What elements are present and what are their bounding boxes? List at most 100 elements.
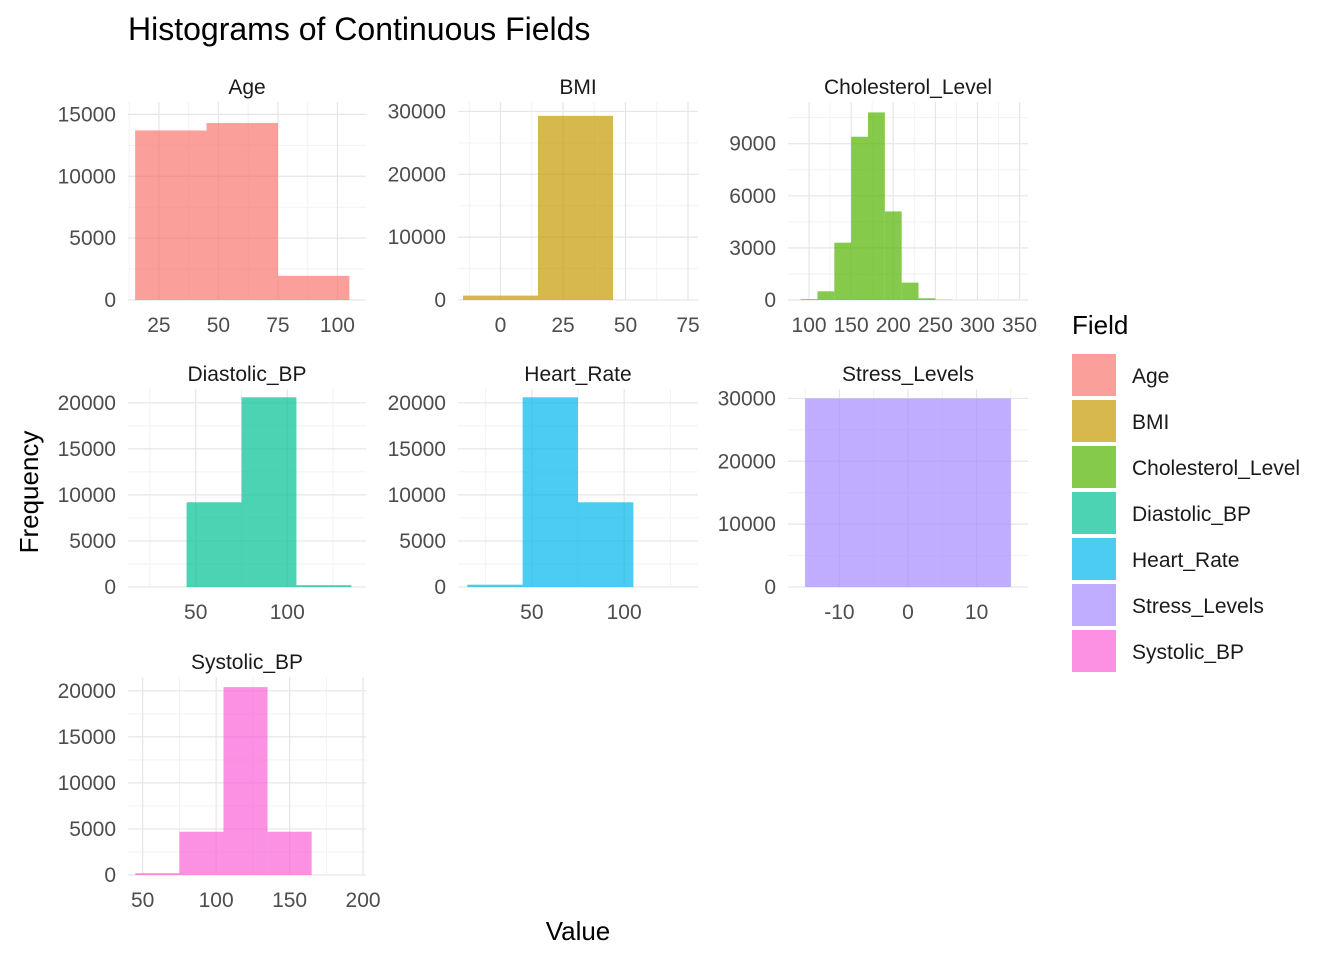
y-tick-label: 15000 <box>58 726 116 749</box>
panel-heart-rate: Heart_Rate 50 100 0 5000 10000 15000 20000 <box>388 363 698 624</box>
histogram-bar <box>186 502 242 587</box>
x-tick-label: 75 <box>266 314 289 337</box>
y-tick-label: 9000 <box>729 133 776 156</box>
x-tick-label: 75 <box>676 314 699 337</box>
y-tick-label: 20000 <box>58 392 116 415</box>
x-tick-label: 50 <box>131 889 154 912</box>
x-tick-label: -10 <box>824 601 854 624</box>
panel-age: Age 25 50 75 100 0 5000 10000 15000 <box>58 76 366 337</box>
histogram-bar <box>868 112 885 300</box>
legend-item: BMI <box>1072 400 1169 442</box>
panel-stress-levels: Stress_Levels -10 0 10 0 10000 20000 30000 <box>718 363 1028 624</box>
strip-label: Systolic_BP <box>191 651 303 674</box>
histogram-bar <box>463 295 538 300</box>
x-tick-label: 0 <box>902 601 914 624</box>
x-tick-label: 25 <box>551 314 574 337</box>
strip-label: Diastolic_BP <box>187 363 306 386</box>
panel-bmi: BMI 0 25 50 75 0 10000 20000 30000 <box>388 76 700 337</box>
chart-title: Histograms of Continuous Fields <box>128 11 590 47</box>
x-tick-label: 50 <box>184 601 207 624</box>
legend: Field Age BMI Cholesterol_Level Diastolic_B… <box>1072 310 1300 672</box>
y-tick-label: 20000 <box>388 163 446 186</box>
y-tick-label: 30000 <box>388 100 446 123</box>
histogram-bar <box>467 584 523 587</box>
y-tick-label: 20000 <box>58 680 116 703</box>
histogram-bar <box>817 291 835 300</box>
histogram-bar <box>834 242 852 300</box>
strip-label: Stress_Levels <box>842 363 974 386</box>
x-tick-label: 50 <box>520 601 543 624</box>
x-tick-label: 10 <box>965 601 988 624</box>
histogram-bar <box>578 502 634 587</box>
y-tick-label: 3000 <box>729 237 776 260</box>
y-tick-label: 20000 <box>388 392 446 415</box>
y-tick-label: 6000 <box>729 185 776 208</box>
x-tick-label: 100 <box>792 314 827 337</box>
panel-systolic-bp: Systolic_BP 50 100 150 200 0 5000 10000 15000 200… <box>58 651 381 912</box>
x-tick-label: 100 <box>270 601 305 624</box>
y-tick-label: 15000 <box>58 438 116 461</box>
y-tick-label: 0 <box>104 289 116 312</box>
histogram-bar <box>538 115 613 300</box>
strip-label: Heart_Rate <box>524 363 631 386</box>
legend-swatch <box>1072 446 1116 488</box>
strip-label: BMI <box>559 76 596 99</box>
y-tick-label: 30000 <box>718 387 776 410</box>
y-tick-label: 10000 <box>58 165 116 188</box>
x-tick-label: 25 <box>147 314 170 337</box>
y-tick-label: 0 <box>764 289 776 312</box>
y-tick-label: 10000 <box>58 484 116 507</box>
histogram-bar <box>206 123 278 300</box>
y-tick-label: 10000 <box>718 513 776 536</box>
legend-item: Age <box>1072 354 1169 396</box>
x-tick-label: 50 <box>207 314 230 337</box>
y-tick-label: 0 <box>434 289 446 312</box>
x-tick-label: 350 <box>1002 314 1037 337</box>
legend-label: Heart_Rate <box>1132 549 1239 572</box>
x-tick-label: 200 <box>346 889 381 912</box>
histogram-bar <box>241 397 297 587</box>
histogram-bar <box>884 211 902 300</box>
x-tick-label: 0 <box>495 314 507 337</box>
legend-label: Diastolic_BP <box>1132 503 1251 526</box>
y-tick-label: 5000 <box>69 818 116 841</box>
legend-label: Cholesterol_Level <box>1132 457 1300 480</box>
y-tick-label: 10000 <box>388 484 446 507</box>
y-tick-label: 0 <box>104 576 116 599</box>
histogram-bar <box>918 298 936 300</box>
histogram-bar <box>296 585 352 587</box>
histogram-bar <box>851 136 868 300</box>
legend-label: Stress_Levels <box>1132 595 1264 618</box>
legend-swatch <box>1072 630 1116 672</box>
y-axis-label: Frequency <box>14 431 44 554</box>
legend-item: Systolic_BP <box>1072 630 1244 672</box>
x-tick-label: 300 <box>960 314 995 337</box>
y-tick-label: 10000 <box>58 772 116 795</box>
x-tick-label: 100 <box>199 889 234 912</box>
panel-diastolic-bp: Diastolic_BP 50 100 0 5000 10000 15000 20000 <box>58 363 366 624</box>
legend-swatch <box>1072 354 1116 396</box>
y-tick-label: 5000 <box>69 530 116 553</box>
y-tick-label: 0 <box>104 864 116 887</box>
legend-label: Systolic_BP <box>1132 641 1244 664</box>
histogram-bar <box>223 687 268 875</box>
legend-label: Age <box>1132 365 1169 388</box>
legend-swatch <box>1072 538 1116 580</box>
y-tick-label: 20000 <box>718 450 776 473</box>
histogram-bar <box>805 398 1011 587</box>
y-tick-label: 5000 <box>399 530 446 553</box>
legend-swatch <box>1072 584 1116 626</box>
legend-item: Stress_Levels <box>1072 584 1264 626</box>
x-tick-label: 100 <box>607 601 642 624</box>
histogram-bar <box>135 130 207 300</box>
legend-title: Field <box>1072 310 1128 340</box>
strip-label: Age <box>228 76 265 99</box>
histogram-bar <box>522 397 578 587</box>
histogram-bar <box>277 275 350 300</box>
histogram-bar <box>135 873 180 875</box>
y-tick-label: 15000 <box>58 103 116 126</box>
legend-item: Heart_Rate <box>1072 538 1239 580</box>
y-tick-label: 0 <box>764 576 776 599</box>
legend-item: Diastolic_BP <box>1072 492 1251 534</box>
